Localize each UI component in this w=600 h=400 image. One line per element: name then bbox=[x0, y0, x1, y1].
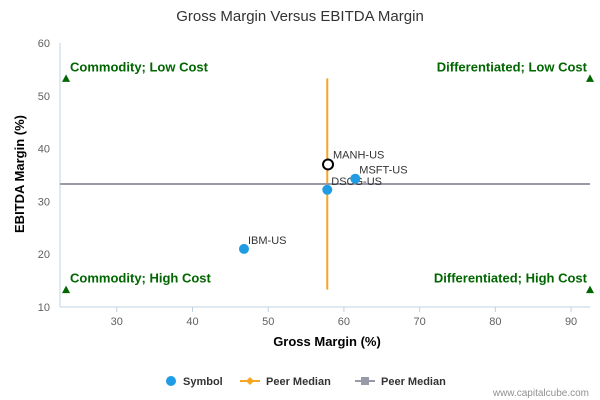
y-tick-label: 60 bbox=[38, 38, 50, 50]
y-tick-label: 10 bbox=[38, 302, 50, 314]
highlight-point bbox=[322, 158, 335, 171]
x-tick-label: 30 bbox=[111, 316, 123, 328]
x-tick-label: 60 bbox=[338, 316, 350, 328]
legend-peer-median-label: Peer Median bbox=[381, 376, 446, 388]
data-point bbox=[350, 173, 361, 184]
legend-peer-median-marker bbox=[246, 377, 254, 385]
x-axis-label: Gross Margin (%) bbox=[273, 334, 381, 349]
x-tick-label: 40 bbox=[186, 316, 198, 328]
legend-peer-median-label: Peer Median bbox=[266, 376, 331, 388]
x-tick-label: 90 bbox=[565, 316, 577, 328]
quadrant-label: Differentiated; Low Cost bbox=[437, 59, 588, 74]
data-point-label: MSFT-US bbox=[359, 165, 407, 177]
y-tick-label: 20 bbox=[38, 249, 50, 261]
chart-title: Gross Margin Versus EBITDA Margin bbox=[176, 8, 424, 25]
x-tick-label: 50 bbox=[262, 316, 274, 328]
quadrant-marker bbox=[586, 285, 594, 294]
y-axis-label: EBITDA Margin (%) bbox=[12, 115, 27, 233]
legend: Symbol Peer Median Peer Median bbox=[166, 376, 446, 388]
plot-area: 30 40 50 60 70 80 90 10 20 30 40 50 60 Commodity; Low… bbox=[38, 38, 594, 328]
quadrant-label: Commodity; High Cost bbox=[70, 271, 211, 286]
y-tick-label: 50 bbox=[38, 91, 50, 103]
quadrant-label: Commodity; Low Cost bbox=[70, 59, 209, 74]
data-point bbox=[238, 243, 249, 254]
data-point bbox=[322, 184, 333, 195]
y-tick-label: 30 bbox=[38, 196, 50, 208]
quadrant-marker bbox=[62, 74, 71, 82]
legend-symbol-label: Symbol bbox=[183, 376, 223, 388]
x-tick-label: 80 bbox=[489, 316, 501, 328]
legend-symbol-marker bbox=[166, 376, 176, 386]
y-tick-label: 40 bbox=[38, 144, 50, 156]
quadrant-marker bbox=[586, 74, 594, 82]
quadrant-label: Differentiated; High Cost bbox=[434, 271, 588, 286]
credit-text: www.capitalcube.com bbox=[492, 388, 589, 399]
x-tick-label: 70 bbox=[414, 316, 426, 328]
legend-peer-median-marker bbox=[361, 377, 369, 385]
data-point-label: IBM-US bbox=[248, 235, 287, 247]
quadrant-marker bbox=[62, 285, 71, 294]
highlight-point-label: MANH-US bbox=[333, 149, 384, 161]
